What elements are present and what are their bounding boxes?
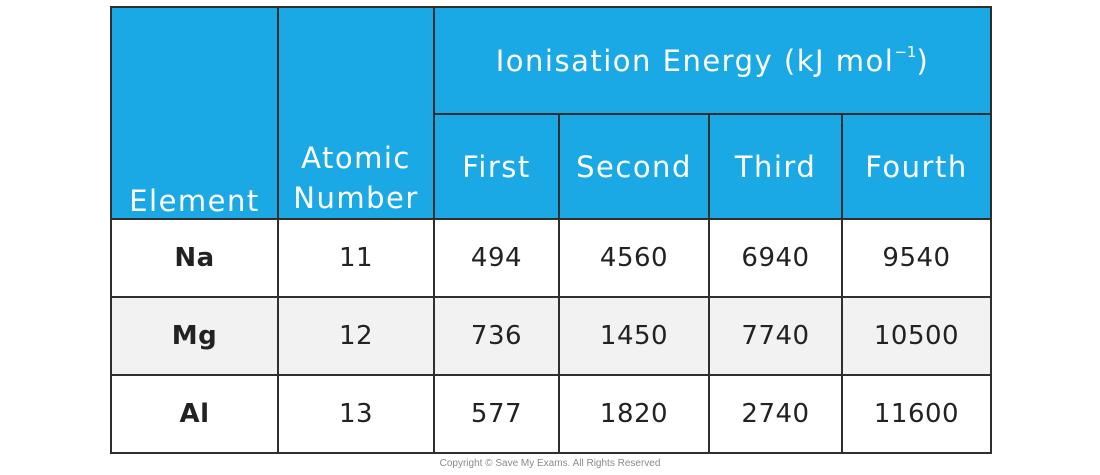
cell-second: 4560 — [558, 218, 710, 298]
header-ionisation-energy-superscript: −1 — [894, 43, 917, 61]
cell-second: 1820 — [558, 374, 710, 454]
cell-element: Mg — [110, 296, 279, 376]
header-element: Element — [110, 6, 279, 220]
header-atomic-number-line1: Atomic — [301, 141, 411, 175]
cell-first: 736 — [433, 296, 560, 376]
table-row-al: Al 13 577 1820 2740 11600 — [110, 374, 993, 454]
ionisation-energy-table: Element Atomic Number Ionisation Energy … — [110, 6, 993, 454]
ionisation-energy-table-wrapper: Element Atomic Number Ionisation Energy … — [110, 6, 993, 454]
copyright-notice: Copyright © Save My Exams. All Rights Re… — [439, 458, 661, 469]
header-second: Second — [558, 113, 710, 220]
cell-third: 6940 — [708, 218, 843, 298]
header-fourth: Fourth — [840, 113, 993, 220]
cell-third: 2740 — [708, 374, 843, 454]
cell-fourth: 9540 — [840, 218, 993, 298]
cell-element: Al — [110, 374, 279, 454]
header-ionisation-energy: Ionisation Energy (kJ mol−1) — [432, 6, 993, 115]
header-first: First — [433, 113, 560, 220]
cell-first: 577 — [433, 374, 560, 454]
cell-atomic-number: 13 — [277, 374, 435, 454]
table-row-mg: Mg 12 736 1450 7740 10500 — [110, 296, 993, 376]
cell-fourth: 10500 — [840, 296, 993, 376]
cell-first: 494 — [433, 218, 560, 298]
cell-fourth: 11600 — [840, 374, 993, 454]
cell-second: 1450 — [558, 296, 710, 376]
header-ionisation-energy-close: ) — [916, 44, 930, 78]
header-atomic-number: Atomic Number — [277, 6, 435, 220]
cell-third: 7740 — [708, 296, 843, 376]
cell-atomic-number: 12 — [277, 296, 435, 376]
cell-atomic-number: 11 — [277, 218, 435, 298]
table-row-na: Na 11 494 4560 6940 9540 — [110, 218, 993, 298]
header-ionisation-energy-text: Ionisation Energy (kJ mol — [495, 44, 895, 78]
header-atomic-number-line2: Number — [293, 181, 419, 215]
cell-element: Na — [110, 218, 279, 298]
header-third: Third — [708, 113, 843, 220]
